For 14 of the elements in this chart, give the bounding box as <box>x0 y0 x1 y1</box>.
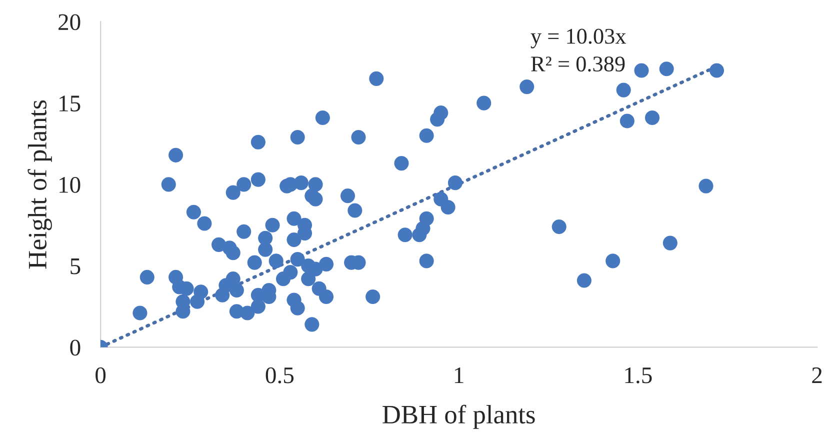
y-tick-label: 10 <box>60 176 80 193</box>
annotation: R² = 0.389 <box>531 56 625 72</box>
x-tick-label: 1 <box>454 367 464 384</box>
y-tick-label: 0 <box>70 340 80 356</box>
y-tick-label: 5 <box>70 258 80 274</box>
annotation: y = 10.03x <box>530 28 626 48</box>
x-axis-title: DBH of plants <box>382 404 535 429</box>
y-axis-title: Height of plants <box>28 100 52 269</box>
x-tick-label: 2 <box>812 367 822 384</box>
y-tick-label: 15 <box>60 96 80 112</box>
x-tick-label: 1.5 <box>625 367 652 384</box>
x-tick-label: 0 <box>96 367 106 384</box>
x-tick-label: 0.5 <box>266 367 294 384</box>
y-tick-label: 20 <box>58 14 80 30</box>
